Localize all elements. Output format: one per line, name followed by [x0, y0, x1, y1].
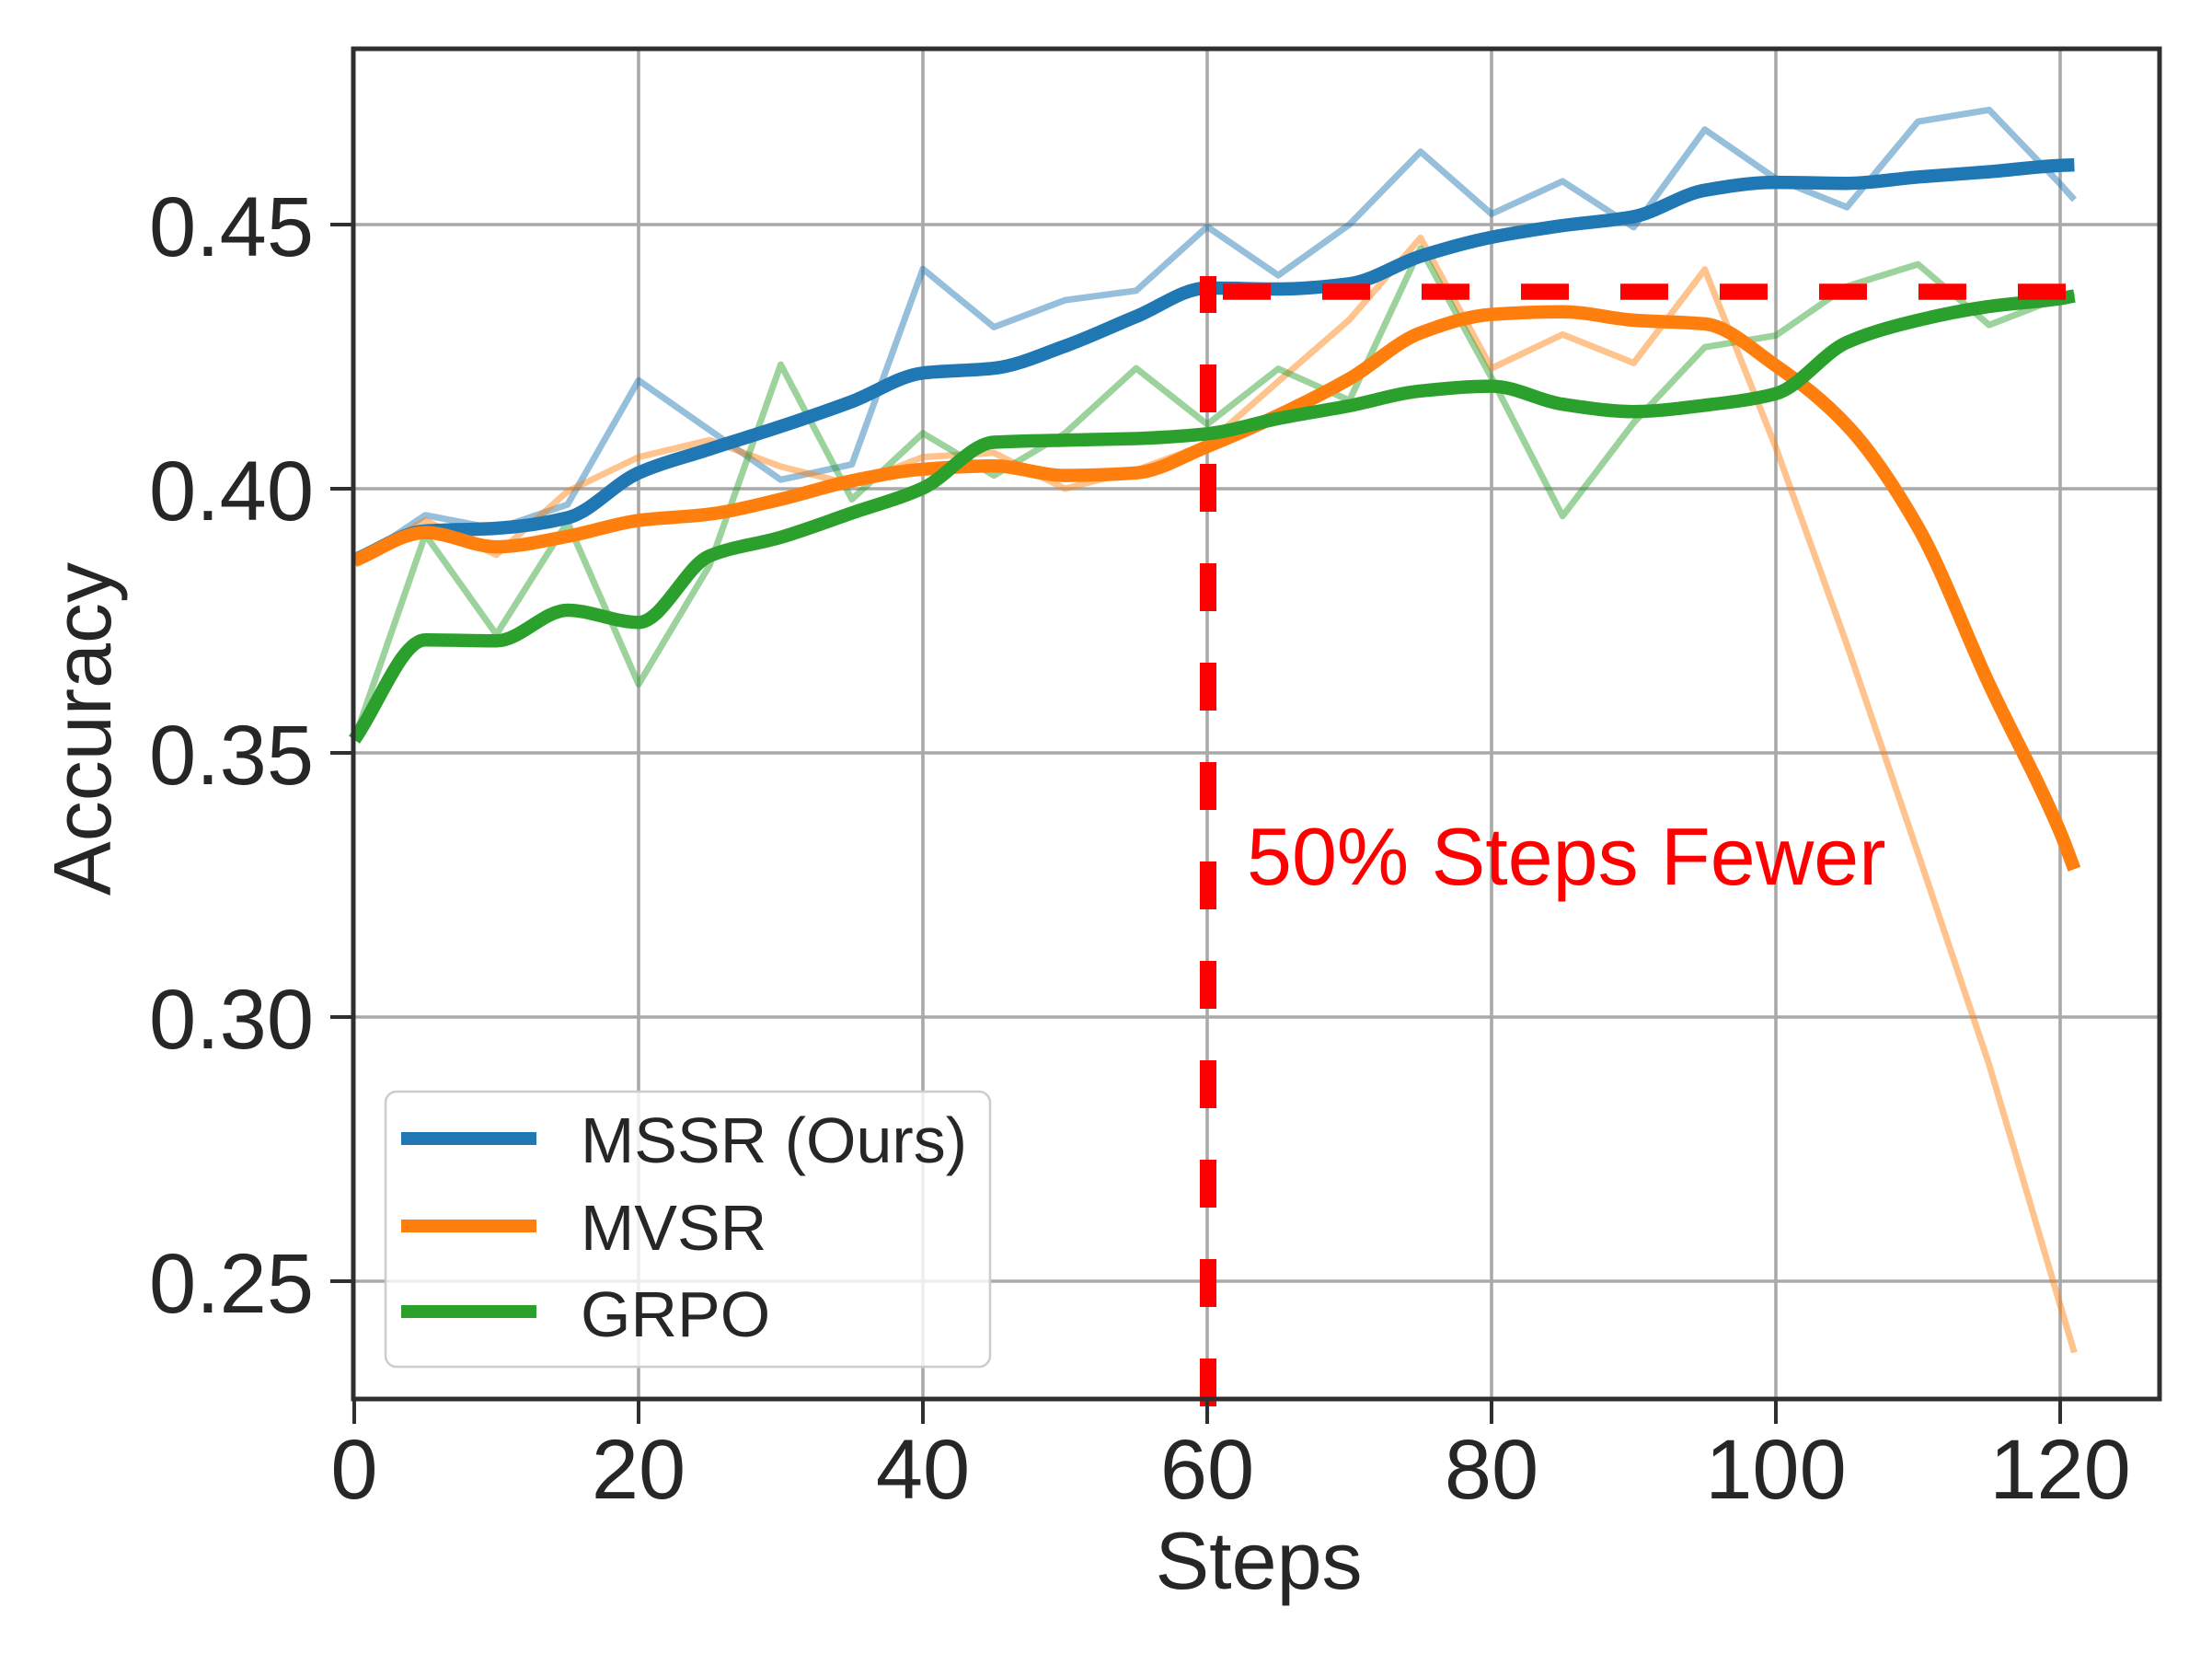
svg-text:50% Steps Fewer: 50% Steps Fewer — [1247, 811, 1886, 902]
svg-text:40: 40 — [876, 1423, 970, 1517]
svg-text:0: 0 — [330, 1423, 377, 1517]
svg-text:GRPO: GRPO — [581, 1278, 770, 1350]
svg-text:120: 120 — [1989, 1423, 2131, 1517]
svg-text:MSSR (Ours): MSSR (Ours) — [581, 1104, 967, 1176]
svg-text:Accuracy: Accuracy — [37, 562, 128, 896]
svg-text:Steps: Steps — [1155, 1515, 1362, 1606]
svg-text:0.25: 0.25 — [149, 1237, 314, 1331]
svg-text:0.45: 0.45 — [149, 180, 314, 274]
svg-text:60: 60 — [1160, 1423, 1254, 1517]
svg-text:0.30: 0.30 — [149, 973, 314, 1067]
svg-text:MVSR: MVSR — [581, 1192, 766, 1264]
svg-text:20: 20 — [592, 1423, 685, 1517]
svg-text:0.40: 0.40 — [149, 445, 314, 538]
svg-text:100: 100 — [1705, 1423, 1847, 1517]
svg-text:80: 80 — [1445, 1423, 1538, 1517]
svg-text:0.35: 0.35 — [149, 709, 314, 803]
